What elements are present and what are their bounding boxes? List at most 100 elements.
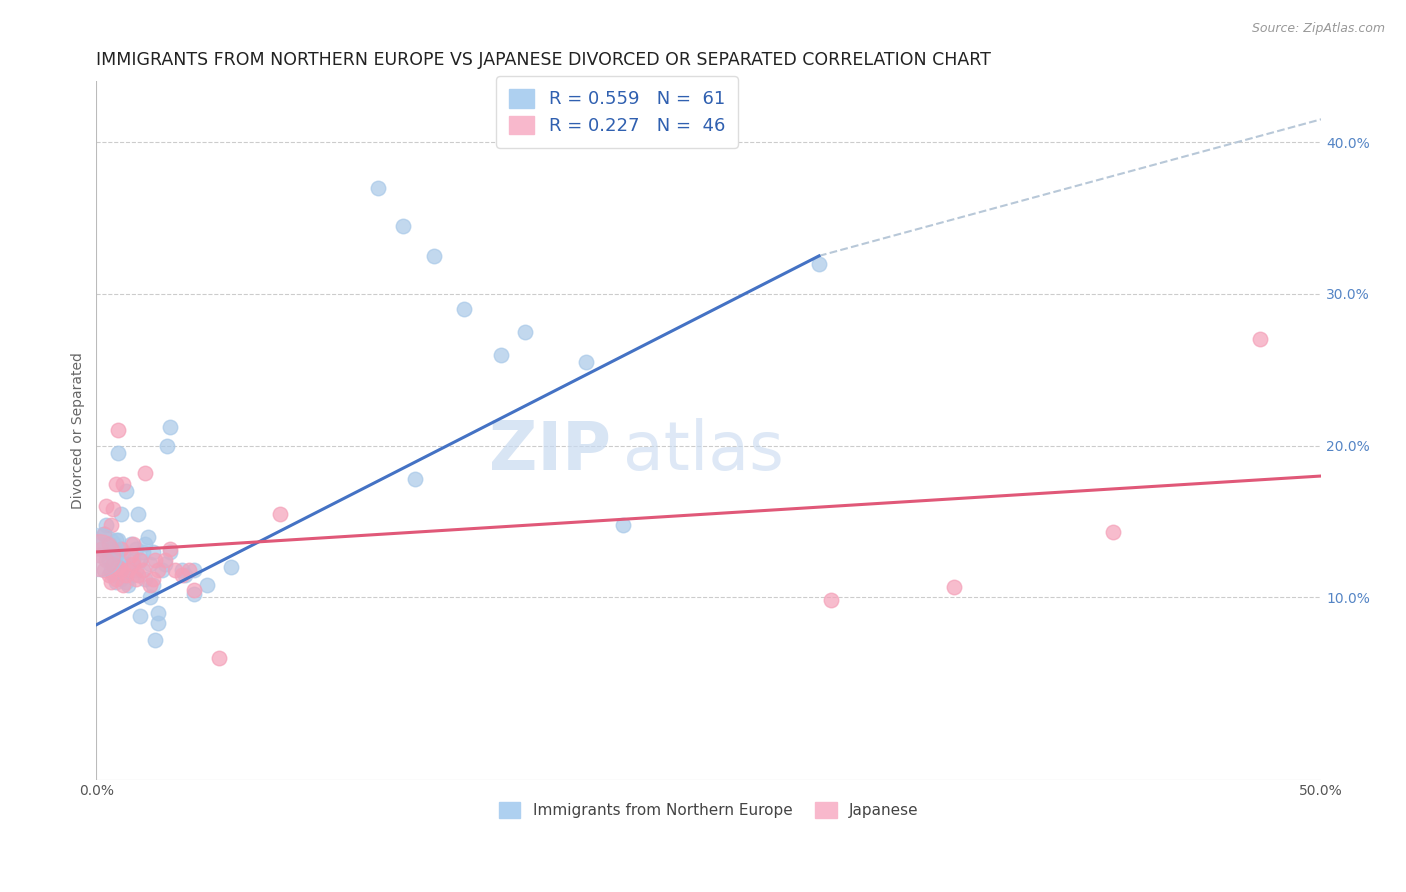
Point [112, 548, 135, 562]
Text: Source: ZipAtlas.com: Source: ZipAtlas.com [1251, 22, 1385, 36]
Point [179, 563, 201, 577]
Point [195, 578, 218, 592]
Point [87, 545, 110, 559]
Point [139, 557, 162, 571]
Point [124, 563, 146, 577]
Point [453, 301, 475, 316]
Point [942, 580, 965, 594]
Point [134, 572, 156, 586]
Point [114, 575, 136, 590]
Point [110, 572, 132, 586]
Point [104, 572, 127, 586]
Point [404, 472, 426, 486]
Point [367, 180, 389, 194]
Point [142, 545, 165, 559]
Point [103, 557, 125, 571]
Point [173, 567, 195, 582]
Point [103, 557, 125, 571]
Point [1249, 332, 1271, 346]
Text: ZIP: ZIP [489, 418, 610, 484]
Point [139, 578, 162, 592]
Point [94, 517, 117, 532]
Point [129, 552, 152, 566]
Point [612, 517, 634, 532]
Point [110, 563, 132, 577]
Point [159, 545, 181, 559]
Point [156, 439, 179, 453]
Point [107, 560, 129, 574]
Point [97, 545, 120, 559]
Point [143, 632, 166, 647]
Point [146, 606, 169, 620]
Point [90, 537, 112, 551]
Point [134, 537, 156, 551]
Point [127, 567, 149, 582]
Legend: Immigrants from Northern Europe, Japanese: Immigrants from Northern Europe, Japanes… [494, 797, 925, 824]
Point [1102, 525, 1125, 540]
Point [153, 552, 176, 566]
Point [100, 517, 122, 532]
Point [183, 582, 205, 597]
Point [139, 591, 162, 605]
Point [391, 219, 413, 233]
Point [820, 593, 842, 607]
Point [143, 552, 166, 566]
Point [183, 587, 205, 601]
Point [127, 507, 149, 521]
Point [97, 537, 120, 551]
Point [117, 563, 139, 577]
Point [120, 548, 142, 562]
Text: IMMIGRANTS FROM NORTHERN EUROPE VS JAPANESE DIVORCED OR SEPARATED CORRELATION CH: IMMIGRANTS FROM NORTHERN EUROPE VS JAPAN… [97, 51, 991, 69]
Point [87, 548, 110, 562]
Point [132, 563, 155, 577]
Point [103, 548, 125, 562]
Point [114, 567, 136, 582]
Point [112, 578, 135, 592]
Point [122, 552, 145, 566]
Point [146, 563, 169, 577]
Point [183, 563, 205, 577]
Point [117, 578, 139, 592]
Point [117, 560, 139, 574]
Point [112, 567, 135, 582]
Point [146, 616, 169, 631]
Point [107, 560, 129, 574]
Point [423, 249, 446, 263]
Point [110, 541, 132, 556]
Point [122, 567, 145, 582]
Point [269, 507, 291, 521]
Point [97, 567, 120, 582]
Point [104, 533, 127, 547]
Text: atlas: atlas [623, 418, 785, 484]
Point [103, 502, 125, 516]
Point [93, 526, 115, 541]
Point [129, 608, 152, 623]
Y-axis label: Divorced or Separated: Divorced or Separated [72, 352, 86, 509]
Point [103, 567, 125, 582]
Point [87, 548, 110, 562]
Point [94, 500, 117, 514]
Point [132, 545, 155, 559]
Point [97, 552, 120, 566]
Point [100, 541, 122, 556]
Point [808, 256, 831, 270]
Point [94, 552, 117, 566]
Point [136, 530, 159, 544]
Point [122, 557, 145, 571]
Point [159, 420, 181, 434]
Point [159, 541, 181, 556]
Point [163, 563, 186, 577]
Point [152, 563, 174, 577]
Point [142, 578, 165, 592]
Point [489, 348, 512, 362]
Point [90, 541, 112, 556]
Point [110, 507, 132, 521]
Point [129, 552, 152, 566]
Point [100, 563, 122, 577]
Point [93, 526, 115, 541]
Point [575, 355, 598, 369]
Point [124, 541, 146, 556]
Point [104, 575, 127, 590]
Point [107, 533, 129, 547]
Point [110, 541, 132, 556]
